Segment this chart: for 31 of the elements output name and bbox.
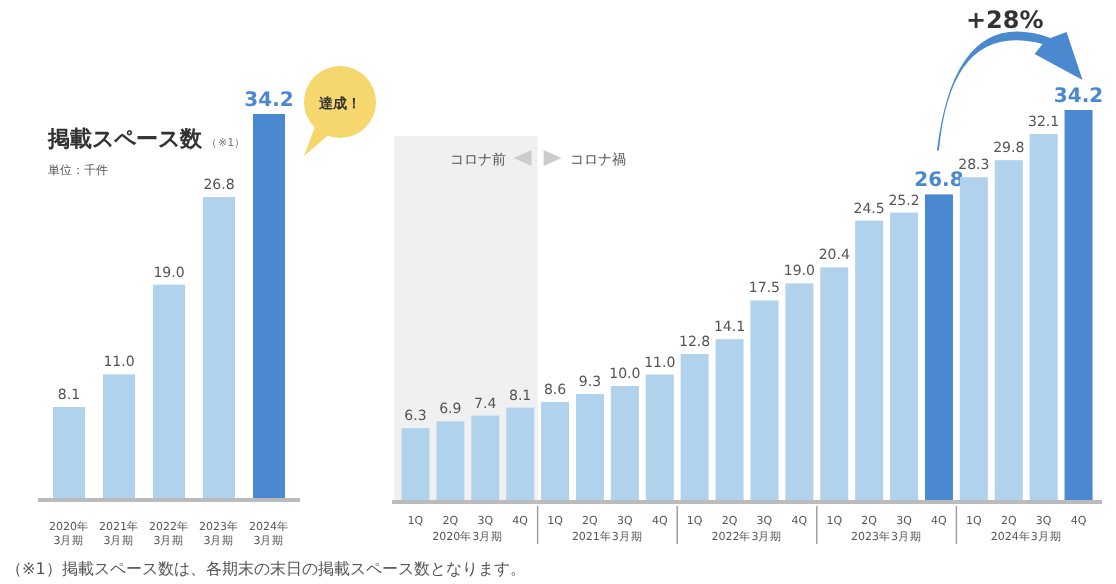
bar [103, 374, 135, 498]
bar [680, 354, 709, 500]
bar [541, 401, 570, 500]
bar [471, 415, 500, 500]
bar [1029, 133, 1058, 500]
bar [203, 197, 235, 498]
data-label: 34.2 [244, 90, 294, 112]
bar [994, 160, 1023, 500]
bar [855, 220, 884, 500]
bar [401, 428, 430, 500]
text: 掲載スペース数 [46, 126, 204, 152]
bar [785, 283, 814, 500]
bar [1064, 110, 1093, 500]
bar [715, 339, 744, 500]
bar [153, 284, 185, 498]
bar [253, 114, 285, 498]
bar [645, 374, 674, 500]
bar [820, 267, 849, 500]
data-label: 34.2 [1053, 86, 1104, 108]
bar [610, 385, 639, 500]
text: （※1）掲載スペース数は、各期末の末日の掲載スペース数となります。 [6, 560, 526, 578]
data-label: 26.8 [914, 170, 964, 193]
bar [436, 421, 465, 500]
bar [575, 393, 604, 500]
bar [959, 177, 988, 500]
bar [506, 407, 535, 500]
text: +28% [965, 6, 1044, 34]
bar [750, 300, 779, 500]
bar [924, 194, 953, 500]
bar [890, 212, 919, 500]
bar [53, 407, 85, 498]
